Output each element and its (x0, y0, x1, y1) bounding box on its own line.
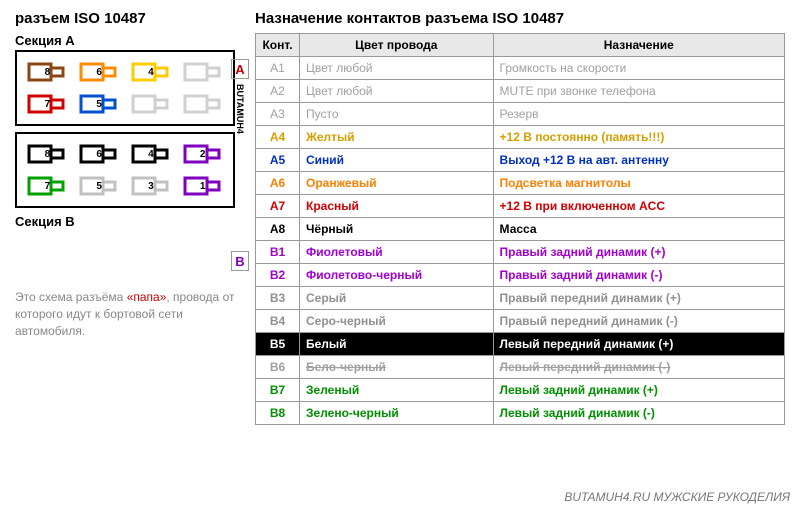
pin: 1 (183, 172, 223, 200)
pin: 5 (79, 172, 119, 200)
section-marker: A (231, 59, 249, 79)
footer-note: Это схема разъёма «папа», провода от кот… (15, 289, 235, 339)
pin: 2 (183, 140, 223, 168)
section-b-label: Секция B (15, 214, 235, 229)
pin (183, 90, 223, 118)
side-text: BUTAMUH4 (235, 84, 245, 134)
table-row: A5СинийВыход +12 В на авт. антенну (256, 149, 785, 172)
table-row: A4Желтый+12 В постоянно (память!!!) (256, 126, 785, 149)
right-panel: Назначение контактов разъема ISO 10487 К… (255, 10, 785, 425)
pin: 3 (131, 172, 171, 200)
pin (183, 58, 223, 86)
table-row: A6ОранжевыйПодсветка магнитолы (256, 172, 785, 195)
section-marker: B (231, 251, 249, 271)
table-row: B3СерыйПравый передний динамик (+) (256, 287, 785, 310)
pin: 6 (79, 140, 119, 168)
connector-a: 864 75 BUTAMUH4 (15, 50, 235, 126)
table-row: B8Зелено-черныйЛевый задний динамик (-) (256, 402, 785, 425)
pin: 6 (79, 58, 119, 86)
header-color: Цвет провода (300, 34, 494, 57)
section-a-label: Секция A (15, 33, 235, 48)
table-row: B4Серо-черныйПравый передний динамик (-) (256, 310, 785, 333)
pin: 5 (79, 90, 119, 118)
connector-b: 8642 7531 (15, 132, 235, 208)
pin: 4 (131, 58, 171, 86)
pinout-table: Конт. Цвет провода Назначение A1Цвет люб… (255, 33, 785, 425)
pin (131, 90, 171, 118)
header-kont: Конт. (256, 34, 300, 57)
title-left: разъем ISO 10487 (15, 10, 235, 27)
pin: 7 (27, 90, 67, 118)
pin: 7 (27, 172, 67, 200)
pin: 4 (131, 140, 171, 168)
table-row: A3ПустоРезерв (256, 103, 785, 126)
table-row: B6Бело-черныйЛевый передний динамик (-) (256, 356, 785, 379)
table-row: A7Красный+12 В при включенном ACC (256, 195, 785, 218)
left-panel: разъем ISO 10487 Секция A 864 75 BUTAMUH… (15, 10, 235, 425)
table-row: A1Цвет любойГромкость на скорости (256, 57, 785, 80)
table-row: B5БелыйЛевый передний динамик (+) (256, 333, 785, 356)
table-row: A8ЧёрныйМасса (256, 218, 785, 241)
title-right: Назначение контактов разъема ISO 10487 (255, 10, 785, 27)
table-row: B7ЗеленыйЛевый задний динамик (+) (256, 379, 785, 402)
table-row: A2Цвет любойMUTE при звонке телефона (256, 80, 785, 103)
watermark: BUTAMUH4.RU МУЖСКИЕ РУКОДЕЛИЯ (564, 490, 790, 504)
pin: 8 (27, 140, 67, 168)
table-row: B1ФиолетовыйПравый задний динамик (+) (256, 241, 785, 264)
table-row: B2Фиолетово-черныйПравый задний динамик … (256, 264, 785, 287)
pin: 8 (27, 58, 67, 86)
header-purpose: Назначение (493, 34, 784, 57)
